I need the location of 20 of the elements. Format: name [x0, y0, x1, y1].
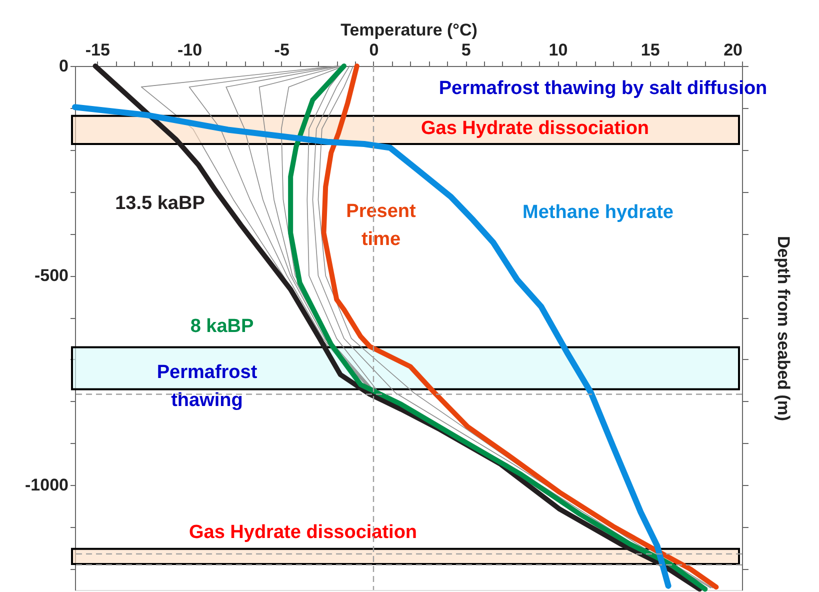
series-label: Present time: [346, 201, 417, 250]
x-tick-label: -10: [177, 40, 202, 60]
x-tick-label: 10: [548, 40, 568, 60]
x-tick-label: 0: [369, 40, 379, 60]
series-label: 13.5 kaBP: [115, 193, 206, 214]
band-label: Gas Hydrate dissociation: [188, 522, 418, 543]
x-tick-label: 20: [724, 40, 742, 60]
series-label: Methane hydrate: [522, 202, 674, 223]
y-tick-label: 0: [59, 56, 68, 76]
y2-axis-title: Depth from seabed (m): [774, 236, 793, 422]
x-tick-label: 5: [461, 40, 471, 60]
text: 8 kaBP: [190, 316, 254, 337]
x-axis-title: Temperature (°C): [340, 20, 478, 40]
x-tick-label: -5: [274, 40, 290, 60]
band-label: Gas Hydrate dissociation: [420, 118, 650, 139]
y-tick-label: -500: [34, 266, 68, 286]
x-tick-label: 15: [640, 40, 660, 60]
y-tick-label: -1000: [25, 476, 68, 495]
band-label: Permafrost thawing: [156, 362, 258, 411]
x-tick-label: -15: [85, 40, 110, 60]
